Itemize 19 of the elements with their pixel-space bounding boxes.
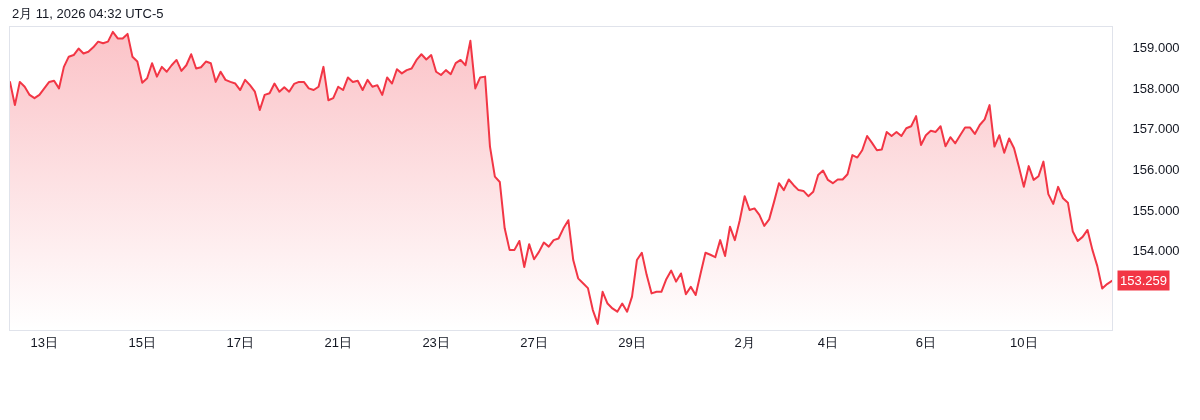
y-tick-label: 157.000 [1132, 121, 1180, 137]
x-tick-label: 17日 [226, 334, 254, 350]
y-tick-label: 154.000 [1132, 243, 1180, 259]
y-tick-label: 156.000 [1132, 161, 1180, 177]
x-tick-label: 27日 [520, 334, 548, 350]
x-tick-label: 4日 [817, 334, 839, 350]
y-tick-label: 159.000 [1132, 39, 1180, 55]
x-tick-label: 13日 [30, 334, 59, 350]
x-tick-label: 29日 [618, 334, 646, 350]
text: 153.259 [1120, 273, 1167, 288]
y-tick-label: 158.000 [1132, 80, 1180, 96]
x-tick-label: 2月 [734, 334, 755, 350]
x-tick-label: 10日 [1010, 334, 1038, 350]
x-tick-label: 23日 [422, 334, 450, 350]
text: 2月 11, 2026 04:32 UTC-5 [12, 6, 164, 21]
x-tick-label: 15日 [128, 334, 156, 350]
y-tick-label: 155.000 [1132, 202, 1180, 218]
x-tick-label: 21日 [324, 334, 352, 350]
x-tick-label: 6日 [915, 334, 936, 350]
